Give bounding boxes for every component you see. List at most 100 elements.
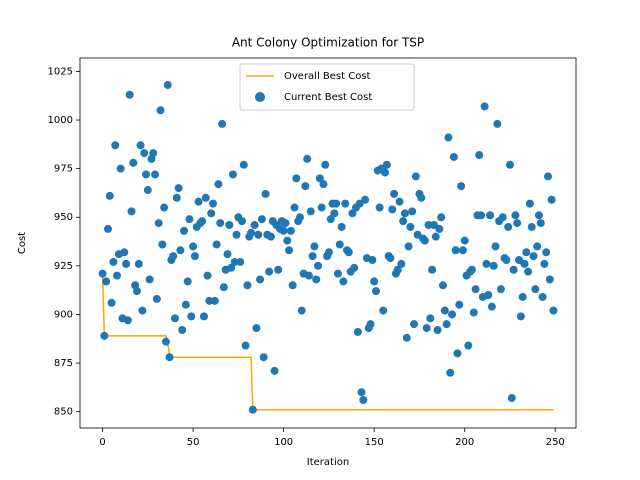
scatter-point xyxy=(109,257,118,266)
scatter-point xyxy=(132,287,141,296)
scatter-point xyxy=(498,213,507,222)
scatter-point xyxy=(538,292,547,301)
scatter-point xyxy=(477,211,486,220)
plot-frame xyxy=(79,57,577,429)
scatter-point xyxy=(212,240,221,249)
scatter-point xyxy=(496,285,505,294)
scatter-point xyxy=(288,281,297,290)
scatter-point xyxy=(433,326,442,335)
x-tick-label: 150 xyxy=(365,437,384,448)
scatter-point xyxy=(198,217,207,226)
scatter-point xyxy=(207,209,216,218)
scatter-point xyxy=(237,217,246,226)
scatter-point xyxy=(386,254,395,263)
scatter-point xyxy=(286,226,295,235)
x-tick-label: 100 xyxy=(274,437,293,448)
scatter-point xyxy=(142,170,151,179)
scatter-point xyxy=(165,353,174,362)
scatter-point xyxy=(368,256,377,265)
scatter-point xyxy=(158,240,167,249)
scatter-point xyxy=(542,248,551,257)
scatter-point xyxy=(549,306,558,315)
scatter-point xyxy=(406,222,415,231)
chart-title: Ant Colony Optimization for TSP xyxy=(232,36,424,50)
scatter-point xyxy=(218,119,227,128)
scatter-point xyxy=(152,294,161,303)
scatter-point xyxy=(489,261,498,270)
scatter-point xyxy=(545,275,554,284)
scatter-point xyxy=(493,119,502,128)
scatter-point xyxy=(178,326,187,335)
scatter-point xyxy=(266,232,275,241)
scatter-point xyxy=(455,300,464,309)
x-tick-label: 200 xyxy=(455,437,474,448)
scatter-point xyxy=(480,102,489,111)
scatter-point xyxy=(214,180,223,189)
scatter-point xyxy=(138,306,147,315)
y-tick-label: 875 xyxy=(54,358,73,369)
scatter-point xyxy=(149,149,158,158)
scatter-point xyxy=(453,349,462,358)
legend-marker xyxy=(255,92,265,102)
scatter-point xyxy=(310,242,319,251)
scatter-point xyxy=(236,257,245,266)
scatter-point xyxy=(475,151,484,160)
scatter-point xyxy=(187,312,196,321)
y-tick-label: 1025 xyxy=(48,66,73,77)
scatter-point xyxy=(201,193,210,202)
y-tick-label: 975 xyxy=(54,164,73,175)
legend-label: Overall Best Cost xyxy=(284,71,371,82)
scatter-point xyxy=(505,160,514,169)
scatter-point xyxy=(225,221,234,230)
scatter-point xyxy=(210,296,219,305)
scatter-point xyxy=(337,222,346,231)
scatter-point xyxy=(301,182,310,191)
scatter-point xyxy=(357,388,366,397)
scatter-point xyxy=(319,180,328,189)
scatter-point xyxy=(105,191,114,200)
scatter-point xyxy=(154,219,163,228)
scatter-point xyxy=(136,141,145,150)
scatter-point xyxy=(290,203,299,212)
scatter-point xyxy=(507,394,516,403)
scatter-point xyxy=(125,90,134,99)
best-cost-line xyxy=(101,273,554,411)
scatter-point xyxy=(283,236,292,245)
scatter-point xyxy=(451,246,460,255)
scatter-point xyxy=(189,242,198,251)
scatter-point xyxy=(129,158,138,167)
scatter-point xyxy=(285,246,294,255)
scatter-point xyxy=(270,366,279,375)
scatter-point xyxy=(326,215,335,224)
scatter-point xyxy=(444,133,453,142)
scatter-point xyxy=(315,174,324,183)
scatter-point xyxy=(457,182,466,191)
scatter-point xyxy=(127,207,136,216)
scatter-point xyxy=(254,230,263,239)
scatter-point xyxy=(160,203,169,212)
scatter-point xyxy=(422,324,431,333)
scatter-point xyxy=(292,174,301,183)
scatter-point xyxy=(332,199,341,208)
scatter-point xyxy=(395,197,404,206)
scatter-point xyxy=(248,405,257,414)
legend-label: Current Best Cost xyxy=(284,92,372,103)
scatter-point xyxy=(381,168,390,177)
scatter-point xyxy=(437,213,446,222)
scatter-point xyxy=(529,252,538,261)
scatter-point xyxy=(161,337,170,346)
scatter-point xyxy=(449,152,458,161)
scatter-point xyxy=(330,209,339,218)
scatter-point xyxy=(247,228,256,237)
scatter-point xyxy=(353,327,362,336)
scatter-point xyxy=(482,259,491,268)
scatter-point xyxy=(513,219,522,228)
scatter-point xyxy=(100,331,109,340)
scatter-point xyxy=(145,275,154,284)
scatter-point xyxy=(122,259,131,268)
scatter-point xyxy=(321,160,330,169)
scatter-point xyxy=(544,172,553,181)
scatter-point xyxy=(410,320,419,329)
scatter-point xyxy=(446,368,455,377)
